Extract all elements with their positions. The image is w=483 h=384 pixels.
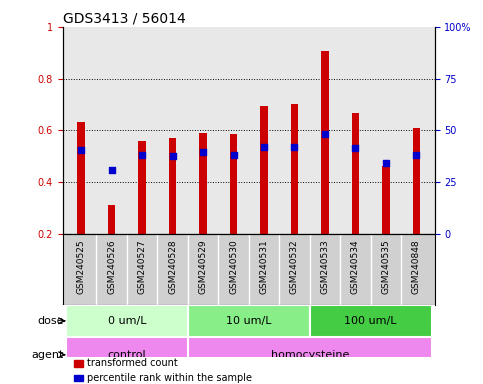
Point	[352, 145, 359, 151]
Bar	[108, 205, 115, 233]
Text: homocysteine: homocysteine	[270, 350, 349, 360]
Bar	[260, 106, 268, 233]
Text: 0 um/L: 0 um/L	[108, 316, 146, 326]
Bar	[199, 133, 207, 233]
Bar	[412, 127, 420, 233]
Bar	[66, 337, 188, 372]
Text: 10 um/L: 10 um/L	[226, 316, 271, 326]
Bar	[74, 375, 83, 381]
Bar	[310, 305, 432, 337]
Point	[229, 152, 237, 158]
Text: GSM240534: GSM240534	[351, 239, 360, 294]
Text: GDS3413 / 56014: GDS3413 / 56014	[63, 12, 185, 26]
Point	[382, 159, 390, 166]
Text: GSM240527: GSM240527	[138, 239, 146, 294]
Point	[260, 144, 268, 150]
Text: GSM240533: GSM240533	[320, 239, 329, 294]
Bar	[188, 337, 432, 372]
Text: control: control	[108, 350, 146, 360]
Text: GSM240532: GSM240532	[290, 239, 299, 294]
Text: dose: dose	[37, 316, 63, 326]
Text: GSM240530: GSM240530	[229, 239, 238, 294]
Text: GSM240531: GSM240531	[259, 239, 269, 294]
Bar	[321, 51, 329, 233]
Text: GSM240848: GSM240848	[412, 239, 421, 294]
Bar	[74, 360, 83, 366]
Point	[108, 167, 115, 173]
Text: agent: agent	[31, 350, 63, 360]
Text: GSM240529: GSM240529	[199, 239, 208, 294]
Bar	[291, 104, 298, 233]
Point	[138, 152, 146, 158]
Bar	[138, 141, 146, 233]
Text: transformed count: transformed count	[87, 358, 178, 368]
Text: GSM240526: GSM240526	[107, 239, 116, 294]
Point	[199, 149, 207, 155]
Bar	[382, 166, 390, 233]
Text: GSM240528: GSM240528	[168, 239, 177, 294]
Text: GSM240525: GSM240525	[77, 239, 85, 294]
Bar	[188, 305, 310, 337]
Text: GSM240535: GSM240535	[382, 239, 390, 294]
Point	[291, 144, 298, 150]
Bar	[66, 305, 188, 337]
Bar	[352, 113, 359, 233]
Point	[77, 147, 85, 153]
Point	[169, 153, 176, 159]
Bar	[169, 138, 176, 233]
Bar	[77, 122, 85, 233]
Point	[412, 152, 420, 158]
Text: 100 um/L: 100 um/L	[344, 316, 397, 326]
Text: percentile rank within the sample: percentile rank within the sample	[87, 373, 252, 383]
Point	[321, 131, 329, 137]
Bar	[230, 134, 237, 233]
